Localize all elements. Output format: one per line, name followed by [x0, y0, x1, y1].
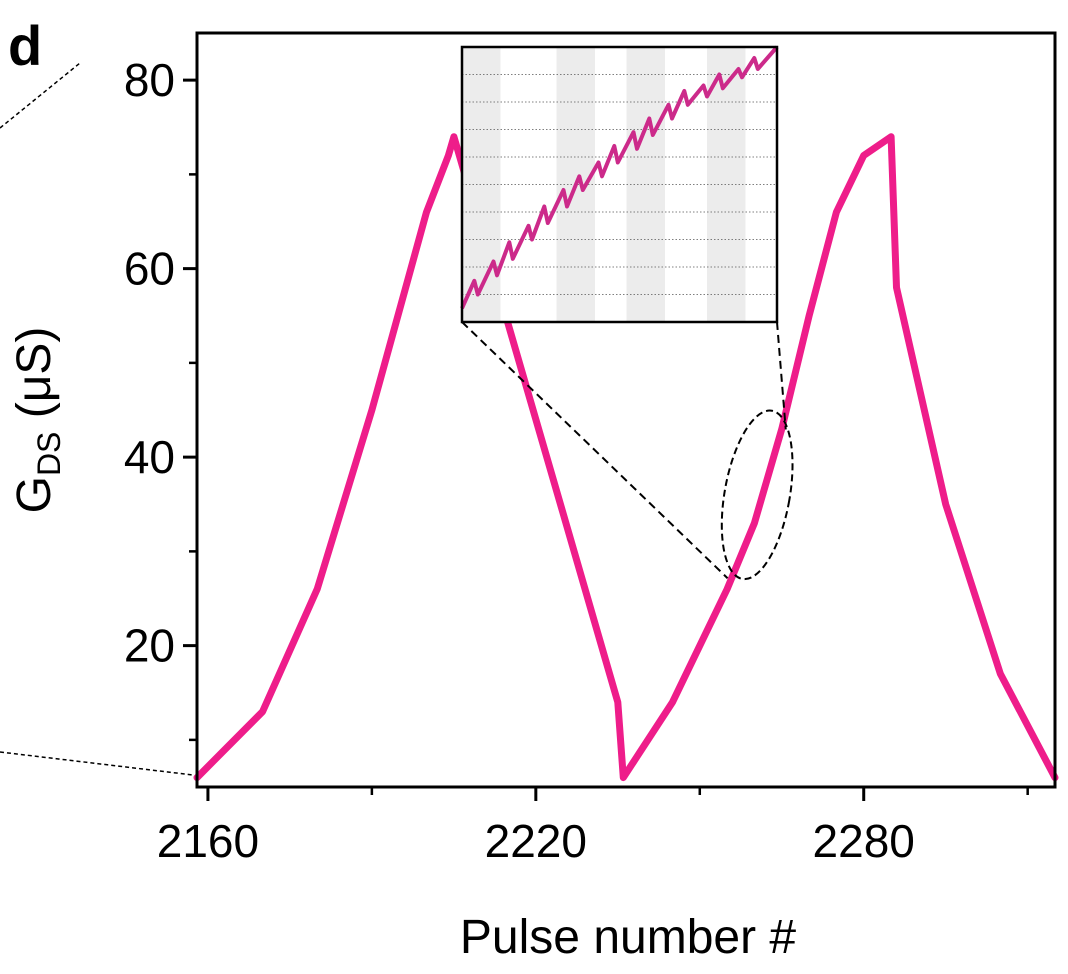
data-point [669, 699, 675, 705]
data-point [833, 209, 839, 215]
inset-series-line [460, 45, 779, 310]
y-tick-label: 80 [124, 54, 175, 106]
data-point [861, 153, 867, 159]
data-point [369, 407, 375, 413]
plot-area [193, 133, 1059, 782]
data-point [779, 426, 785, 432]
y-axis-label-subscript: DS [31, 432, 67, 476]
data-point [615, 699, 621, 705]
axes: 2160 2220 2280 20 40 60 80 [124, 31, 1057, 867]
data-point [445, 153, 451, 159]
y-axis-label: GDS (μS) [8, 327, 67, 514]
data-point [806, 313, 812, 319]
data-point [943, 501, 949, 507]
data-point [894, 284, 900, 290]
outer-connector-bottom [0, 751, 194, 776]
plot-frame [195, 31, 1057, 789]
zoom-ellipse [720, 409, 794, 581]
y-axis-label-unit: (μS) [8, 327, 61, 432]
inset-plot [460, 45, 779, 324]
y-tick-label: 60 [124, 243, 175, 295]
data-point [751, 520, 757, 526]
zoom-connector-lines [0, 62, 194, 776]
x-tick-label: 2280 [813, 815, 915, 867]
inset-connector-right [776, 321, 787, 430]
data-point [506, 322, 512, 328]
data-point [620, 775, 626, 781]
inset-connector-left [461, 321, 729, 579]
x-tick-label: 2160 [157, 815, 259, 867]
y-axis-label-main: G [8, 476, 61, 513]
panel-label: d [8, 14, 42, 77]
data-point [997, 671, 1003, 677]
y-tick-label: 20 [124, 620, 175, 672]
x-tick-label: 2220 [485, 815, 587, 867]
y-tick-label: 40 [124, 431, 175, 483]
data-point [888, 134, 894, 140]
data-point [451, 134, 457, 140]
x-axis-label: Pulse number # [460, 911, 796, 964]
data-point [424, 209, 430, 215]
outer-connector-top [0, 62, 81, 129]
data-point [314, 586, 320, 592]
data-point [560, 511, 566, 517]
data-point [260, 709, 266, 715]
data-point [724, 586, 730, 592]
inset-frame [460, 45, 779, 324]
